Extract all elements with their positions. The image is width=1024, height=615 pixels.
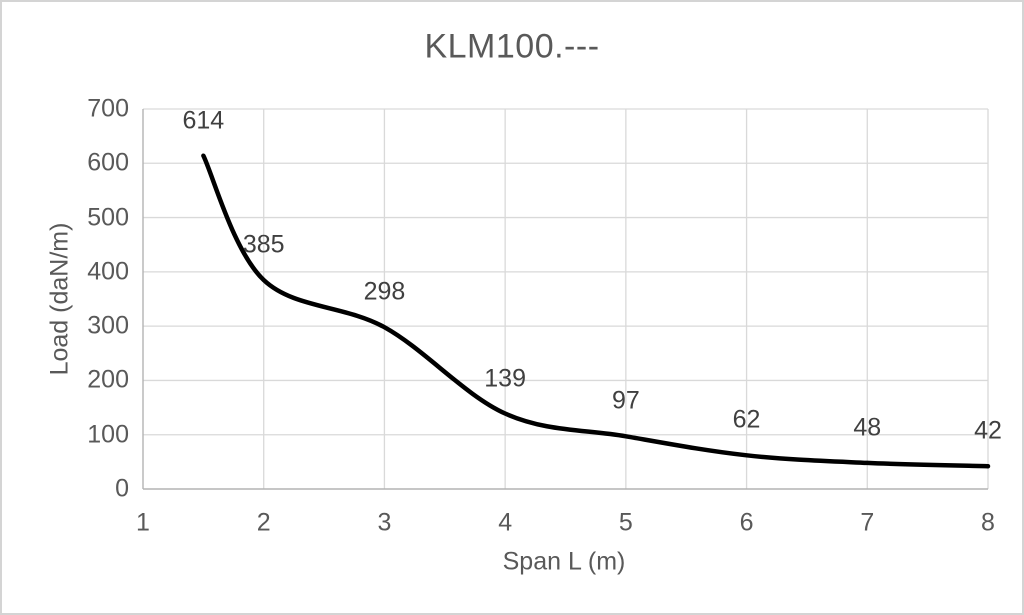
data-label: 139	[484, 364, 526, 393]
x-tick-label: 1	[136, 508, 150, 537]
y-tick-label: 0	[115, 474, 129, 503]
y-axis-title: Load (daN/m)	[45, 222, 74, 376]
y-tick-label: 600	[87, 148, 129, 177]
y-tick-label: 300	[87, 311, 129, 340]
y-tick-label: 500	[87, 203, 129, 232]
data-label: 614	[182, 106, 225, 135]
x-tick-label: 2	[256, 508, 271, 537]
data-label: 298	[363, 277, 406, 306]
x-tick-label: 4	[498, 508, 513, 537]
chart-title: KLM100.---	[424, 27, 600, 66]
data-label: 62	[732, 405, 761, 434]
x-tick-label: 7	[860, 508, 875, 537]
series-line	[201, 153, 991, 469]
x-tick-label: 3	[377, 508, 392, 537]
y-tick-label: 200	[87, 365, 129, 394]
y-tick-label: 400	[87, 257, 129, 286]
x-tick-label: 5	[618, 508, 633, 537]
data-label: 97	[611, 386, 640, 415]
x-tick-label: 8	[981, 508, 995, 537]
x-axis-title: Span L (m)	[502, 547, 626, 576]
y-tick-label: 100	[87, 420, 129, 449]
data-label: 42	[974, 416, 1002, 445]
y-tick-label: 700	[87, 94, 129, 123]
x-tick-label: 6	[739, 508, 754, 537]
data-label: 48	[853, 413, 882, 442]
data-label: 385	[242, 230, 285, 259]
